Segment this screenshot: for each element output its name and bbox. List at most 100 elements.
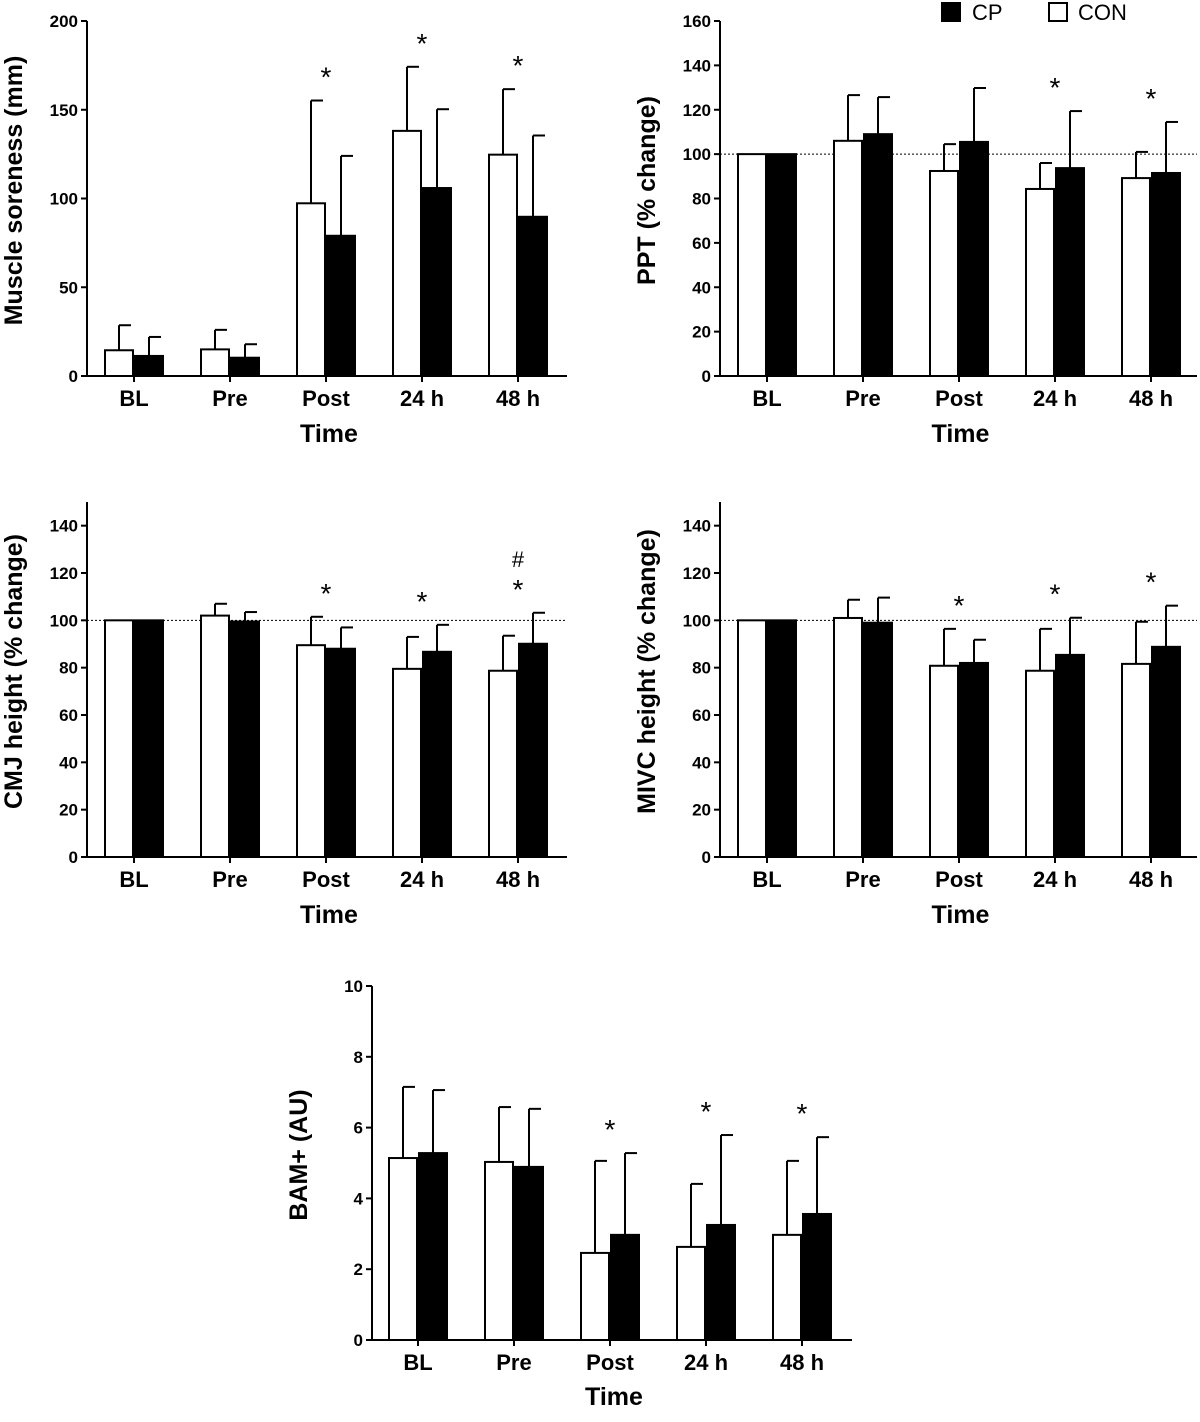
bar-cp <box>518 642 548 858</box>
significance-marker: * <box>321 578 332 609</box>
x-tick-label: Pre <box>845 867 880 892</box>
x-tick-label: 48 h <box>1129 867 1173 892</box>
y-tick-label: 60 <box>692 234 711 253</box>
chart-panel-4: BL Pre Post * 24 h * 48 h * 0 20 40 60 80 100 120 140 MI… <box>633 502 1197 929</box>
bar-con <box>580 1251 610 1342</box>
legend: CP CON <box>941 0 1127 25</box>
bar-con <box>392 129 422 377</box>
legend-label-cp: CP <box>972 0 1003 25</box>
x-tick-label: 48 h <box>1129 386 1173 411</box>
bar-cp <box>706 1223 736 1341</box>
x-tick-label: BL <box>119 386 148 411</box>
bar-con <box>484 1160 514 1341</box>
x-tick-label: BL <box>752 386 781 411</box>
bar-cp <box>1055 167 1085 377</box>
y-tick-label: 20 <box>59 801 78 820</box>
bar-con <box>737 619 767 858</box>
bar-con <box>488 669 518 859</box>
bar-cp <box>418 1152 448 1342</box>
y-tick-label: 10 <box>344 977 363 996</box>
x-tick-label: 24 h <box>684 1350 728 1375</box>
y-tick-label: 60 <box>59 706 78 725</box>
y-tick-label: 8 <box>354 1048 363 1067</box>
significance-marker: * <box>1146 567 1157 598</box>
bar-cp <box>1151 171 1181 377</box>
y-axis-title: MIVC height (% change) <box>633 529 661 814</box>
y-tick-label: 0 <box>702 848 711 867</box>
y-tick-label: 100 <box>683 145 711 164</box>
y-tick-label: 100 <box>50 190 78 209</box>
y-tick-label: 160 <box>683 12 711 31</box>
y-tick-label: 120 <box>683 564 711 583</box>
bar-con <box>929 169 959 377</box>
bar-con <box>1121 177 1151 377</box>
x-tick-label: 48 h <box>496 867 540 892</box>
y-tick-label: 60 <box>692 706 711 725</box>
x-tick-label: 24 h <box>400 867 444 892</box>
y-tick-label: 0 <box>354 1331 363 1350</box>
bar-con <box>676 1245 706 1341</box>
x-tick-label: Post <box>302 386 350 411</box>
bar-con <box>200 348 230 377</box>
bar-cp <box>610 1233 640 1342</box>
chart-panel-5: BL Pre Post * 24 h * 48 h * 0 2 4 6 8 10 BAM+ (AU) Time <box>285 977 852 1411</box>
y-tick-label: 140 <box>683 56 711 75</box>
bar-cp <box>1151 645 1181 859</box>
x-tick-label: Post <box>586 1350 634 1375</box>
bar-cp <box>959 140 989 377</box>
legend-swatch-con <box>1048 2 1068 22</box>
significance-marker: * <box>1050 579 1061 610</box>
y-tick-label: 40 <box>692 278 711 297</box>
x-tick-label: Pre <box>845 386 880 411</box>
y-tick-label: 100 <box>683 611 711 630</box>
x-tick-label: 48 h <box>496 386 540 411</box>
bar-cp <box>1055 653 1085 858</box>
x-axis-title: Time <box>932 901 990 929</box>
bar-cp <box>767 153 797 377</box>
x-tick-label: Pre <box>496 1350 531 1375</box>
y-axis-title: PPT (% change) <box>633 96 661 285</box>
y-tick-label: 80 <box>692 190 711 209</box>
bar-cp <box>422 650 452 858</box>
significance-marker-hash: # <box>512 547 525 572</box>
bar-con <box>737 153 767 377</box>
y-tick-label: 6 <box>354 1119 363 1138</box>
y-tick-label: 120 <box>50 564 78 583</box>
bar-con <box>833 139 863 377</box>
x-axis-title: Time <box>932 420 990 448</box>
y-axis-title: CMJ height (% change) <box>0 534 28 809</box>
significance-marker: * <box>417 28 428 59</box>
chart-panel-1: BL Pre Post * 24 h * 48 h * 0 50 100 150 200 Muscle s… <box>0 12 567 448</box>
y-axis-title: BAM+ (AU) <box>285 1089 313 1220</box>
bar-cp <box>134 354 164 378</box>
x-tick-label: BL <box>752 867 781 892</box>
significance-marker: * <box>954 590 965 621</box>
bar-cp <box>863 133 893 377</box>
y-tick-label: 40 <box>59 753 78 772</box>
legend-swatch-cp <box>941 2 961 22</box>
bar-con <box>772 1233 802 1342</box>
y-tick-label: 80 <box>692 659 711 678</box>
bar-cp <box>134 619 164 858</box>
bar-con <box>488 153 518 377</box>
y-tick-label: 0 <box>69 367 78 386</box>
bar-cp <box>514 1165 544 1342</box>
significance-marker: * <box>1050 72 1061 103</box>
x-tick-label: 48 h <box>780 1350 824 1375</box>
y-tick-label: 40 <box>692 753 711 772</box>
x-tick-label: Post <box>935 867 983 892</box>
bar-cp <box>230 356 260 377</box>
bar-con <box>392 667 422 858</box>
significance-marker: * <box>513 574 524 605</box>
y-axis-title: Muscle soreness (mm) <box>0 56 28 326</box>
bar-con <box>104 349 134 378</box>
y-tick-label: 140 <box>683 517 711 536</box>
bar-con <box>296 644 326 859</box>
bar-cp <box>230 620 260 858</box>
bar-con <box>1121 662 1151 858</box>
y-tick-label: 150 <box>50 101 78 120</box>
bar-cp <box>863 621 893 859</box>
y-tick-label: 50 <box>59 278 78 297</box>
bar-cp <box>802 1212 832 1341</box>
